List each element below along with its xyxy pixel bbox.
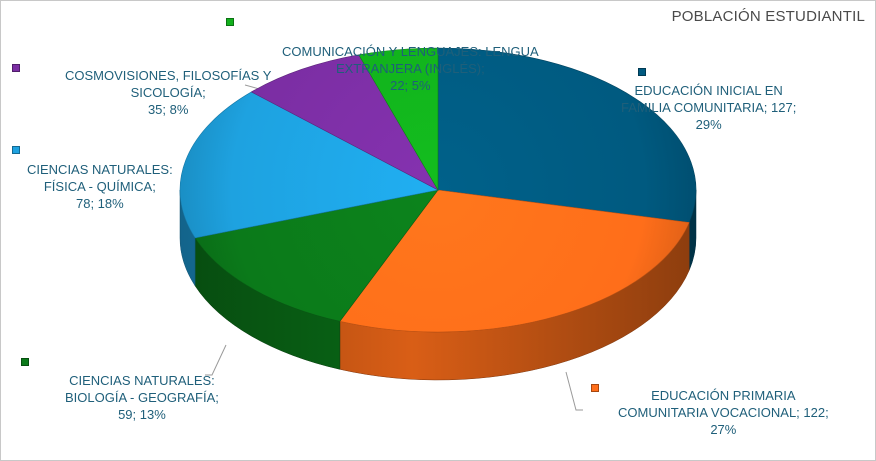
data-label-line: FÍSICA - QUÍMICA; <box>43 179 156 194</box>
legend-marker-comunicacion-y-lenguajes-lengua-extranjera-ingles <box>226 18 234 26</box>
slice-educacion-primaria-comunitaria-vocacional <box>339 189 690 333</box>
slice-cosmovisiones-filosofias-y-sicologia <box>250 54 439 191</box>
leader-line-educacion-primaria-comunitaria-vocacional <box>565 371 583 411</box>
legend-marker-cosmovisiones-filosofias-y-sicologia <box>12 64 20 72</box>
leader-line-ciencias-naturales-biologia-geografia <box>205 344 227 376</box>
data-label-cosmovisiones-filosofias-y-sicologia: COSMOVISIONES, FILOSOFÍAS Y SICOLOGÍA; 35;… <box>65 67 271 118</box>
slice-ciencias-naturales-fisica-quimica <box>179 91 439 239</box>
legend-marker-ciencias-naturales-biologia-geografia <box>21 358 29 366</box>
data-label-line: 78; 18% <box>75 196 124 211</box>
slice-comunicacion-y-lenguajes-lengua-extranjera-ingles <box>358 47 439 192</box>
data-label-ciencias-naturales-biologia-geografia: CIENCIAS NATURALES: BIOLOGÍA - GEOGRAFÍA;… <box>65 372 219 423</box>
data-label-line: EDUCACIÓN PRIMARIA <box>651 388 796 403</box>
legend-marker-educacion-inicial-en-familia-comunitaria <box>638 68 646 76</box>
data-label-educacion-inicial-en-familia-comunitaria: EDUCACIÓN INICIAL EN FAMILIA COMUNITARIA;… <box>621 82 796 133</box>
data-label-line: SICOLOGÍA; <box>130 85 206 100</box>
chart-title: POBLACIÓN ESTUDIANTIL <box>671 8 865 25</box>
data-label-line: EXTRANJERA (INGLÉS); <box>335 61 485 76</box>
data-label-line: BIOLOGÍA - GEOGRAFÍA; <box>65 390 219 405</box>
pie-sides <box>179 189 697 381</box>
data-label-line: 22; 5% <box>390 78 431 93</box>
data-label-comunicacion-y-lenguajes-lengua-extranjera-ingles: COMUNICACIÓN Y LENGUAJES: LENGUA EXTRANJE… <box>282 43 539 94</box>
pie-top <box>179 47 697 333</box>
data-label-educacion-primaria-comunitaria-vocacional: EDUCACIÓN PRIMARIA COMUNITARIA VOCACIONAL… <box>618 387 829 438</box>
data-label-line: CIENCIAS NATURALES: <box>27 162 173 177</box>
data-label-line: COMUNICACIÓN Y LENGUAJES: LENGUA <box>282 44 539 59</box>
data-label-line: 27% <box>710 422 737 437</box>
legend-marker-ciencias-naturales-fisica-quimica <box>12 146 20 154</box>
data-label-line: COSMOVISIONES, FILOSOFÍAS Y <box>65 68 272 83</box>
data-label-ciencias-naturales-fisica-quimica: CIENCIAS NATURALES: FÍSICA - QUÍMICA; 78; … <box>27 161 173 212</box>
slice-ciencias-naturales-biologia-geografia <box>194 189 439 322</box>
data-label-line: EDUCACIÓN INICIAL EN <box>634 83 783 98</box>
data-label-line: 29% <box>695 117 722 132</box>
data-label-line: COMUNITARIA VOCACIONAL; 122; <box>618 405 829 420</box>
legend-marker-educacion-primaria-comunitaria-vocacional <box>591 384 599 392</box>
data-label-line: FAMILIA COMUNITARIA; 127; <box>621 100 797 115</box>
data-label-line: CIENCIAS NATURALES: <box>69 373 215 388</box>
slice-educacion-inicial-en-familia-comunitaria <box>437 47 697 223</box>
data-label-line: 35; 8% <box>147 102 189 117</box>
data-label-line: 59; 13% <box>118 407 166 422</box>
